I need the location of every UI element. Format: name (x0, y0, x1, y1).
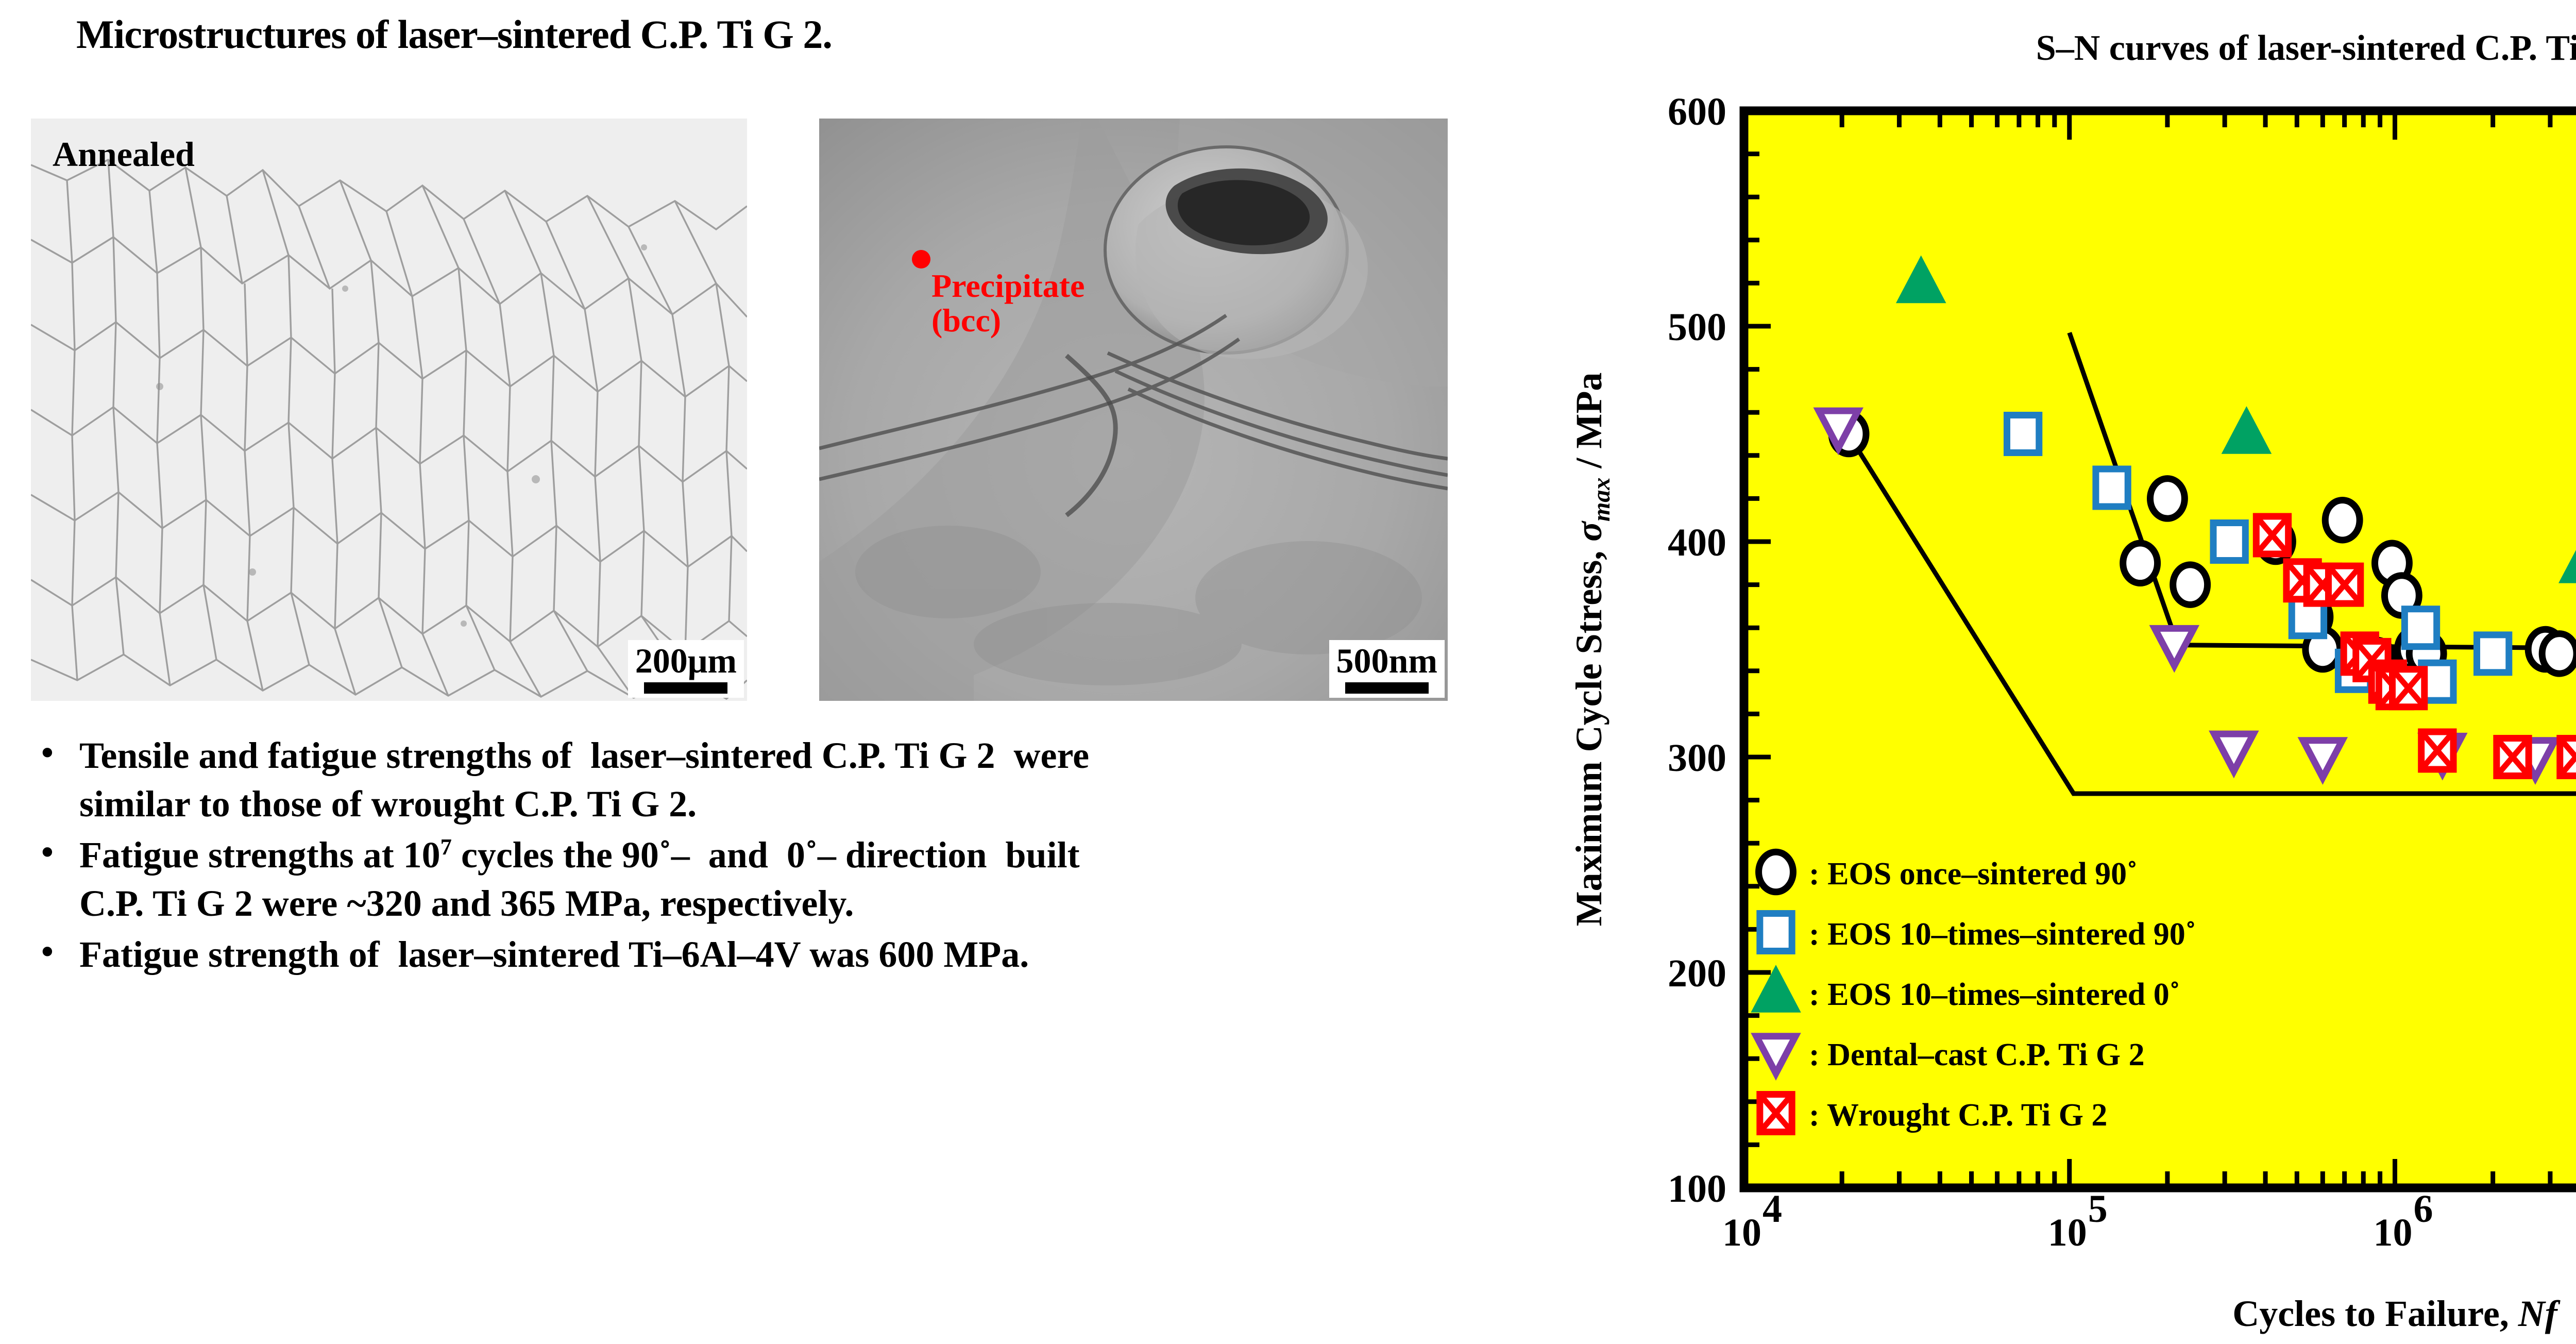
data-point (2149, 625, 2200, 673)
data-point (2221, 406, 2272, 454)
data-point (2297, 737, 2348, 785)
data-point (2401, 606, 2441, 650)
left-section-title: Microstructures of laser–sintered C.P. T… (76, 12, 833, 57)
x-tick-label: 106 (2374, 1187, 2433, 1254)
data-point (2210, 519, 2249, 564)
y-tick-label: 600 (1668, 90, 1726, 133)
data-point (1813, 407, 1863, 456)
x-tick-label: 105 (2048, 1187, 2108, 1254)
x-tick-label: 104 (1722, 1187, 1782, 1254)
scalebar-optical-line (644, 682, 728, 694)
y-tick-label: 500 (1668, 306, 1726, 349)
tem-image (819, 119, 1448, 701)
grain-structure-image (31, 119, 747, 701)
data-point (2120, 540, 2161, 587)
precipitate-annotation-line1: Precipitate (931, 267, 1085, 304)
legend-marker-3 (1751, 1033, 1801, 1081)
data-point (2003, 412, 2043, 456)
legend-marker-4 (1756, 1091, 1795, 1135)
series-1 (2003, 412, 2513, 704)
data-point (2092, 465, 2131, 510)
y-tick-label: 200 (1668, 952, 1726, 995)
scalebar-optical: 200μm (628, 640, 744, 698)
annealed-label: Annealed (53, 135, 195, 174)
legend-marker-0 (1755, 848, 1797, 896)
legend-marker-1 (1756, 910, 1795, 954)
data-point (2283, 558, 2322, 603)
scalebar-tem-label: 500nm (1336, 641, 1437, 680)
svg-text:6: 6 (2414, 1187, 2433, 1231)
precipitate-annotation: Precipitate (bcc) (931, 267, 1085, 339)
data-point (1895, 255, 1946, 304)
data-point (2325, 562, 2364, 607)
data-point (2418, 728, 2457, 773)
bullet-item: Fatigue strength of laser–sintered Ti–6A… (32, 929, 1119, 979)
svg-text:10: 10 (2048, 1211, 2087, 1254)
bullet-item: Tensile and fatigue strengths of laser–s… (32, 730, 1119, 828)
scalebar-optical-label: 200μm (635, 641, 737, 680)
chart-canvas: 100200300400500600104105106107108Cycles … (1568, 90, 2576, 1334)
legend-marker-2 (1751, 965, 1801, 1013)
y-axis-title: Maximum Cycle Stress, σmax / MPa (1568, 373, 1615, 927)
data-point (2209, 730, 2259, 779)
legend-label-4: : Wrought C.P. Ti G 2 (1809, 1098, 2107, 1133)
y-tick-label: 100 (1668, 1167, 1726, 1211)
bullet-item: Fatigue strengths at 107 cycles the 90˚–… (32, 829, 1119, 928)
svg-text:4: 4 (1762, 1187, 1782, 1231)
data-point (2558, 550, 2576, 583)
trend-line (1843, 428, 2576, 796)
summary-bullet-list: Tensile and fatigue strengths of laser–s… (32, 730, 1119, 982)
legend-label-3: : Dental–cast C.P. Ti G 2 (1809, 1037, 2145, 1072)
legend-label-0: : EOS once–sintered 90˚ (1809, 856, 2138, 892)
chart-title: S–N curves of laser-sintered C.P. Ti G 2… (1525, 28, 2576, 69)
data-point (2538, 630, 2576, 677)
data-point (2493, 735, 2532, 779)
data-point (2170, 561, 2211, 608)
tem-micrograph: Precipitate (bcc) 500nm (819, 119, 1448, 701)
svg-text:5: 5 (2088, 1187, 2108, 1231)
series-2 (1895, 255, 2576, 583)
optical-micrograph: Annealed 200μm (31, 119, 747, 701)
x-axis-title: Cycles to Failure, Nf (2232, 1293, 2561, 1334)
data-point (2388, 666, 2428, 711)
data-point (2556, 735, 2576, 779)
precipitate-annotation-line2: (bcc) (931, 301, 1002, 339)
svg-text:10: 10 (2374, 1211, 2413, 1254)
sn-curve-chart: S–N curves of laser-sintered C.P. Ti G 2… (1525, 21, 2576, 1340)
svg-text:10: 10 (1722, 1211, 1761, 1254)
y-tick-label: 400 (1668, 521, 1726, 564)
data-point (2321, 496, 2363, 544)
chart-legend: : EOS once–sintered 90˚ : EOS 10–times–si… (1751, 848, 2196, 1135)
scalebar-tem-line (1345, 682, 1429, 694)
series-4 (2252, 513, 2576, 779)
legend-label-1: : EOS 10–times–sintered 90˚ (1809, 917, 2196, 952)
precipitate-marker-dot (912, 250, 930, 268)
legend-label-2: : EOS 10–times–sintered 0˚ (1809, 977, 2180, 1012)
scalebar-tem: 500nm (1329, 640, 1445, 698)
data-point (2252, 513, 2292, 558)
data-point (2473, 631, 2513, 676)
y-tick-label: 300 (1668, 736, 1726, 780)
data-point (2146, 475, 2188, 522)
chart-title-text: S–N curves of laser-sintered C.P. Ti G 2… (2036, 28, 2576, 68)
